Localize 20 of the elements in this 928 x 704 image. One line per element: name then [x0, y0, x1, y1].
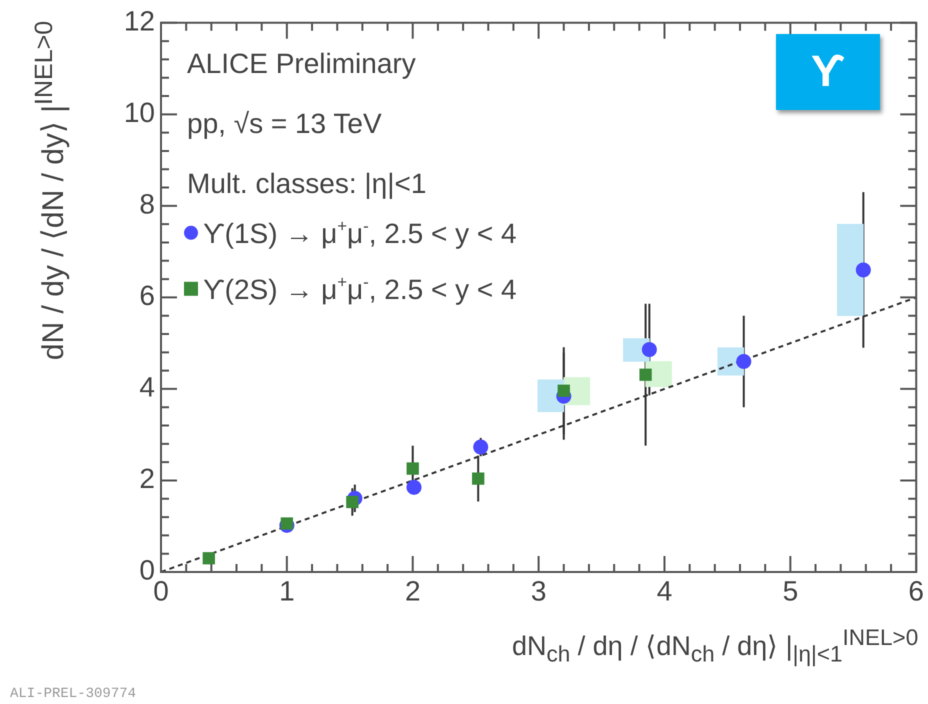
- y-tick-label: 4: [139, 372, 155, 403]
- annotation: Mult. classes: |η|<1: [187, 168, 426, 199]
- x-tick-label: 1: [279, 576, 295, 607]
- text: ALI-PREL-309774: [10, 686, 136, 702]
- legend-label: ϒ(2S) → μ+μ-, 2.5 < y < 4: [203, 272, 517, 305]
- x-tick-label: 6: [908, 576, 924, 607]
- y-tick-label: 0: [139, 554, 155, 586]
- y-tick-label: 6: [139, 280, 155, 312]
- y-tick-label: 2: [139, 463, 155, 494]
- x-tick-label: 5: [782, 576, 798, 607]
- x-tick-label: 3: [530, 576, 546, 607]
- annotation: ALICE Preliminary: [187, 48, 416, 79]
- y-tick-label: 12: [124, 6, 155, 37]
- legend-label: ϒ(1S) → μ+μ-, 2.5 < y < 4: [203, 216, 517, 249]
- y-tick-label: 8: [139, 188, 155, 220]
- particle-badge: ϒ: [776, 34, 880, 110]
- annotation: pp, √s = 13 TeV: [187, 108, 382, 139]
- y-tick-label: 10: [124, 97, 155, 128]
- x-tick-label: 2: [404, 576, 421, 607]
- x-tick-label: 4: [656, 576, 672, 607]
